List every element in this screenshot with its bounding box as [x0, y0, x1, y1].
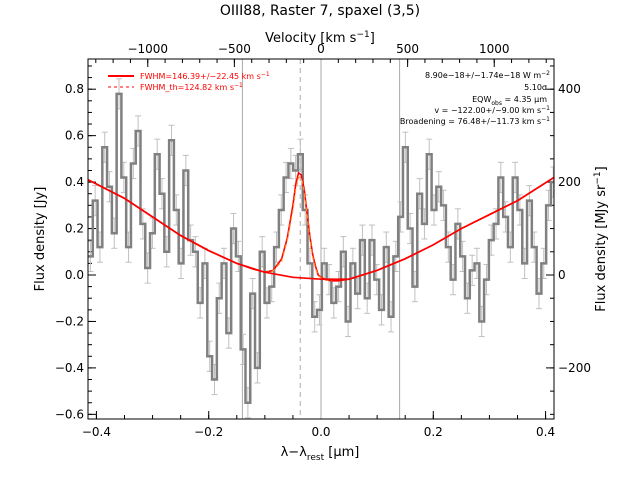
x2-tick-label: 0 — [317, 42, 325, 56]
flux-histogram — [88, 92, 554, 404]
y2-tick-group: −200 0 200 400 — [546, 65, 591, 415]
y2-tick-label: −200 — [558, 361, 591, 375]
chart-title: OIII88, Raster 7, spaxel (3,5) — [220, 3, 420, 19]
y-tick-label: −0.2 — [55, 314, 84, 328]
fit-lines — [88, 171, 554, 282]
x2-axis-label: Velocity [km s−1] — [265, 30, 375, 46]
y-tick-label: −0.4 — [55, 361, 84, 375]
reference-lines — [241, 59, 401, 419]
error-bars — [88, 78, 554, 419]
x2-tick-label: −500 — [218, 42, 251, 56]
legend: FWHM=146.39+/−22.45 km s−1 FWHM_th=124.8… — [108, 71, 270, 92]
x-tick-label: −0.4 — [82, 425, 111, 439]
legend-item-fwhm: FWHM=146.39+/−22.45 km s−1 — [140, 71, 270, 81]
plot-frame — [87, 58, 555, 420]
y2-axis-label: Flux density [MJy sr−1] — [593, 166, 609, 311]
x2-tick-group: −1000 −500 0 500 1000 — [95, 42, 547, 67]
y-axis-label: Flux density [Jy] — [33, 187, 48, 292]
annotation-snr: 5.10σ — [524, 83, 547, 92]
x2-tick-label: 1000 — [479, 42, 510, 56]
y-tick-label: −0.6 — [55, 407, 84, 421]
y-tick-label: 0.8 — [65, 82, 84, 96]
plot-area — [88, 59, 554, 419]
y2-tick-label: 400 — [558, 82, 581, 96]
y2-tick-label: 0 — [558, 268, 566, 282]
x-axis-label: λ−λrest [μm] — [281, 445, 360, 463]
x-tick-group: −0.4 −0.2 0.0 0.2 0.4 — [82, 411, 555, 439]
fit-line-thermal — [264, 176, 333, 282]
y-tick-label: 0.6 — [65, 129, 84, 143]
x-tick-label: −0.2 — [194, 425, 223, 439]
x2-tick-label: −1000 — [127, 42, 168, 56]
x-tick-label: 0.4 — [536, 425, 555, 439]
annotation-broadening: Broadening = 76.48+/−11.73 km s−1 — [400, 116, 550, 126]
annotation-eqw: EQWobs = 4.35 μm — [472, 95, 547, 107]
y2-tick-label: 200 — [558, 175, 581, 189]
y-tick-label: 0.2 — [65, 222, 84, 236]
y-tick-label: 0.4 — [65, 175, 84, 189]
y-tick-label: 0.0 — [65, 268, 84, 282]
x2-tick-label: 500 — [396, 42, 419, 56]
annotation-flux: 8.90e−18+/−1.74e−18 W m−2 — [425, 70, 550, 80]
legend-item-fwhm-th: FWHM_th=124.82 km s−1 — [140, 82, 243, 92]
annotations: 8.90e−18+/−1.74e−18 W m−2 5.10σ EQWobs =… — [400, 70, 550, 126]
x-tick-label: 0.2 — [424, 425, 443, 439]
flux-histogram-line — [88, 92, 554, 404]
x-tick-label: 0.0 — [311, 425, 330, 439]
annotation-velocity: v = −122.00+/−9.00 km s−1 — [434, 105, 550, 115]
y-tick-group: −0.6 −0.4 −0.2 0.0 0.2 0.4 0.6 0.8 — [55, 65, 96, 421]
continuum-line — [88, 176, 554, 280]
